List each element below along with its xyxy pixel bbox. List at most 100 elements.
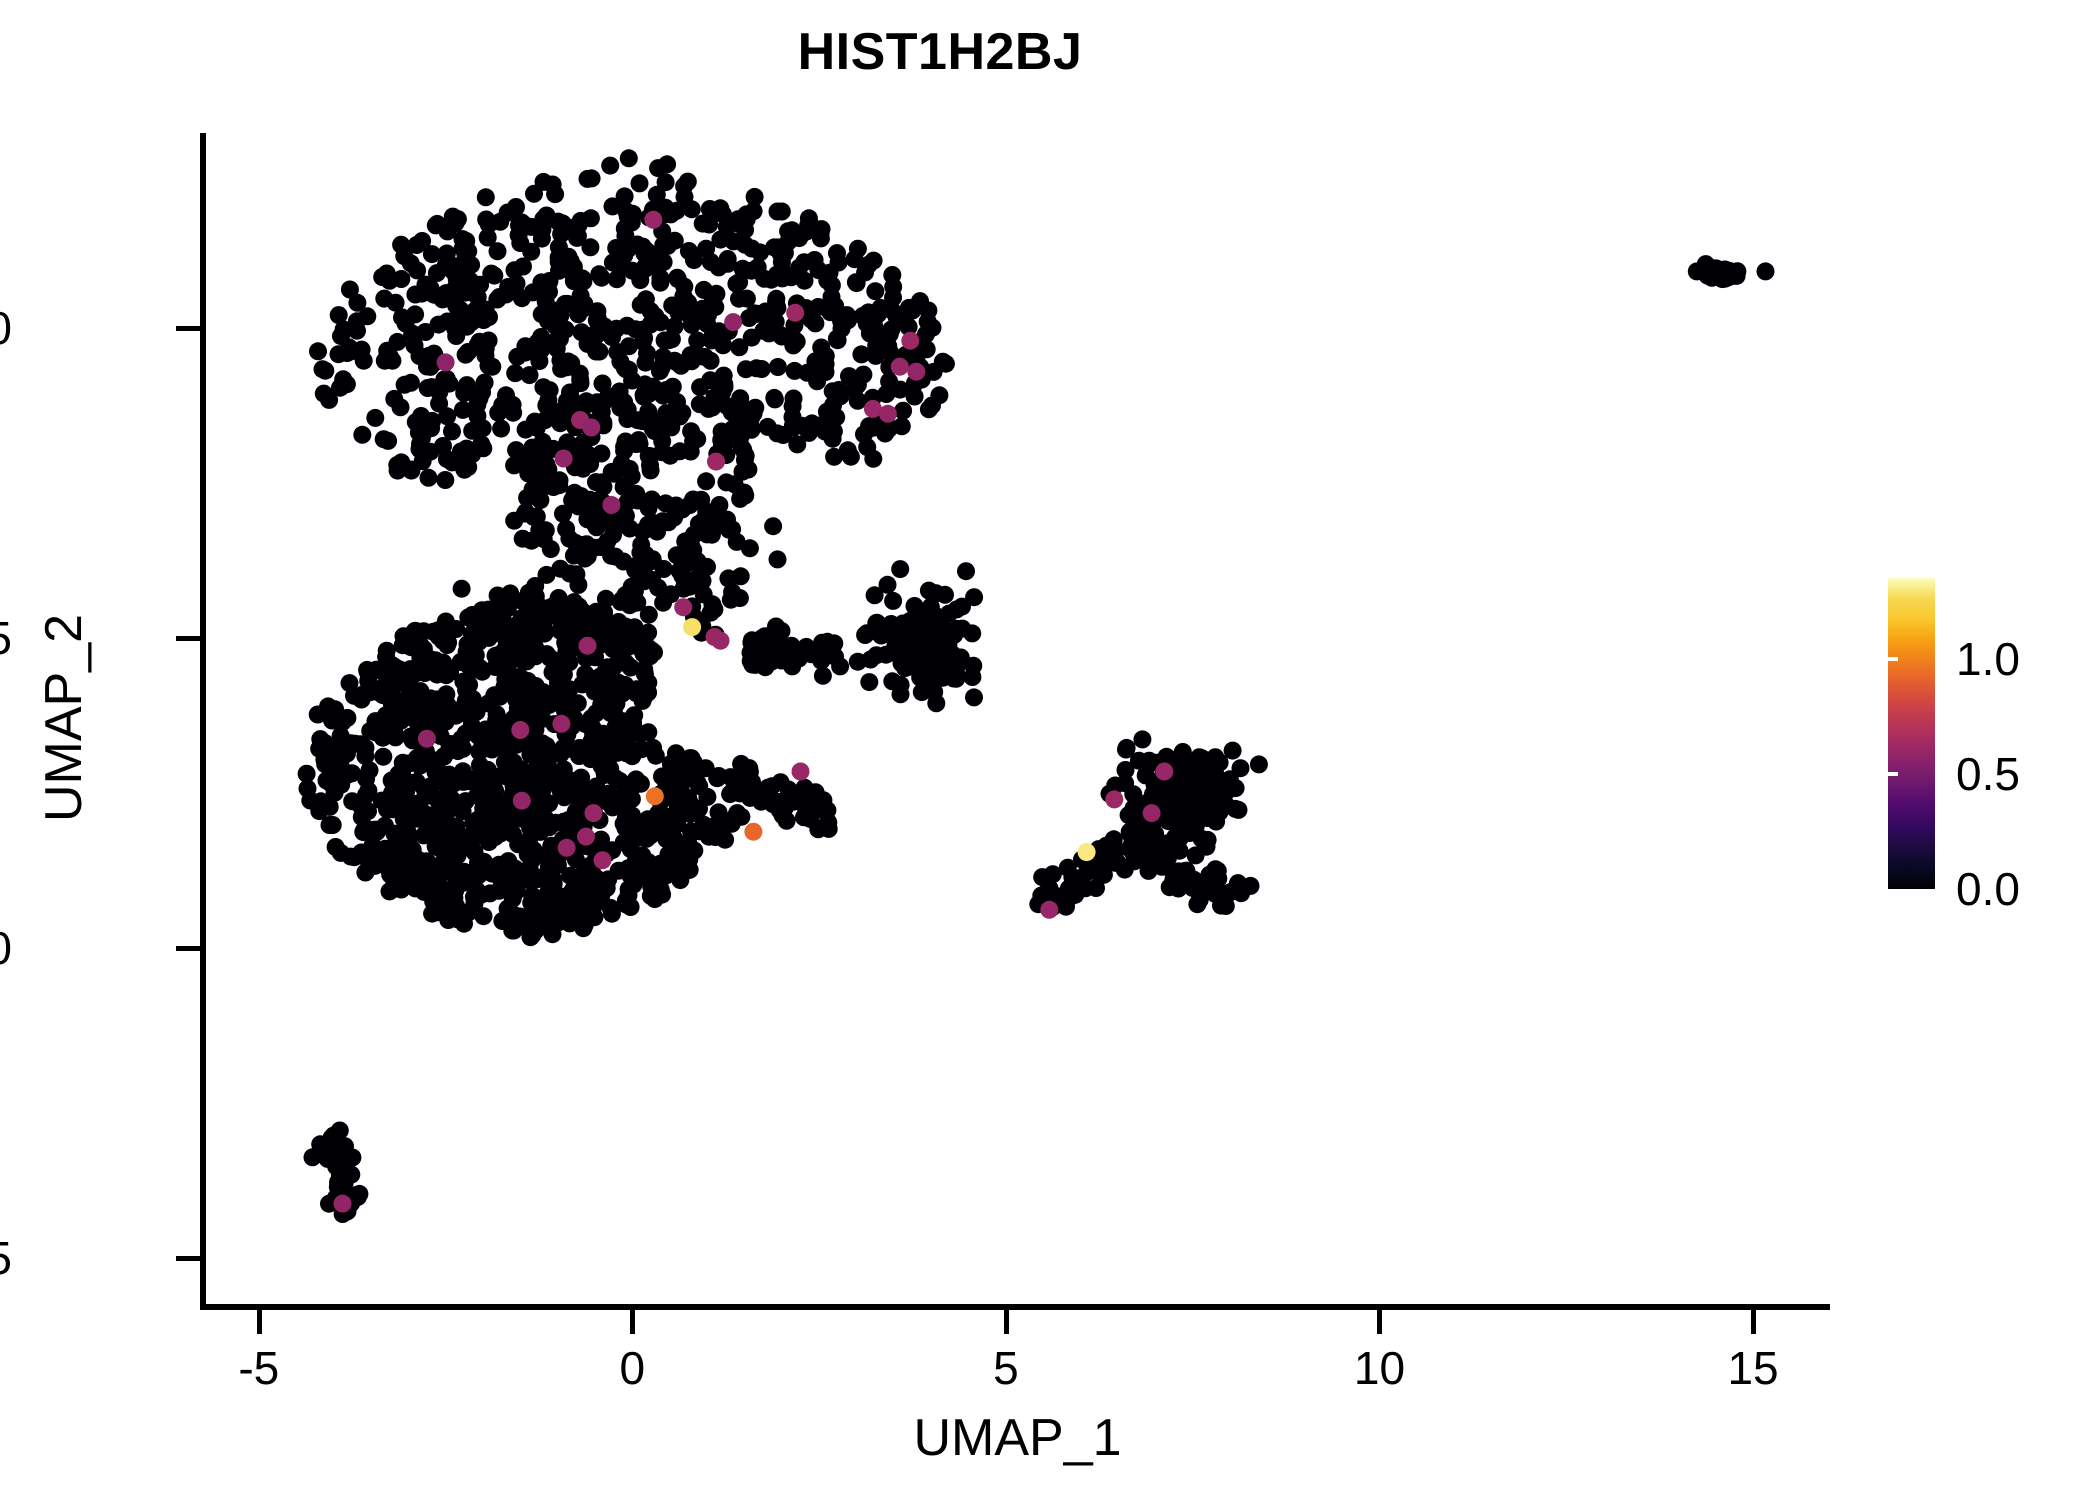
scatter-point <box>340 280 359 299</box>
scatter-point <box>639 623 658 642</box>
scatter-point <box>587 518 606 537</box>
scatter-point <box>575 549 594 568</box>
scatter-point <box>1756 262 1775 281</box>
scatter-point <box>891 685 910 704</box>
scatter-point <box>488 242 507 261</box>
scatter-point <box>701 371 720 390</box>
scatter-point <box>595 763 614 782</box>
scatter-point <box>608 343 627 361</box>
scatter-point <box>718 397 737 416</box>
scatter-point <box>656 494 675 513</box>
scatter-point <box>560 905 579 924</box>
scatter-point <box>453 762 472 781</box>
scatter-point <box>323 711 342 730</box>
scatter-point <box>309 342 327 361</box>
scatter-point <box>437 244 456 263</box>
scatter-point <box>401 660 420 679</box>
scatter-point <box>394 810 413 829</box>
scatter-point <box>594 614 613 633</box>
scatter-point <box>511 872 530 891</box>
x-tick-mark <box>256 1310 262 1334</box>
scatter-point <box>859 303 878 322</box>
scatter-point <box>552 714 571 733</box>
scatter-point <box>531 491 550 510</box>
x-tick-label: -5 <box>238 1342 280 1394</box>
scatter-point <box>832 312 851 331</box>
scatter-point <box>724 313 743 332</box>
scatter-point <box>1155 762 1174 781</box>
scatter-point <box>623 261 642 280</box>
scatter-point <box>649 804 668 823</box>
scatter-point <box>617 516 636 535</box>
scatter-point <box>745 187 764 206</box>
scatter-point <box>581 209 600 228</box>
scatter-point <box>356 863 375 882</box>
scatter-point <box>465 892 484 910</box>
scatter-point <box>507 198 525 216</box>
scatter-point <box>507 616 525 635</box>
scatter-point <box>593 851 612 870</box>
scatter-point <box>469 810 488 829</box>
scatter-point <box>1136 766 1155 785</box>
scatter-point <box>310 799 329 818</box>
scatter-point <box>838 441 857 460</box>
scatter-point <box>418 379 437 397</box>
scatter-point <box>564 638 583 657</box>
scatter-point <box>1125 852 1144 871</box>
scatter-point <box>736 486 755 505</box>
scatter-point <box>823 382 842 401</box>
scatter-point <box>730 289 748 308</box>
scatter-point <box>619 149 638 168</box>
page-title: HIST1H2BJ <box>797 23 1083 81</box>
scatter-point <box>436 612 455 631</box>
scatter-point <box>534 210 553 229</box>
scatter-point <box>1249 755 1268 774</box>
scatter-point <box>507 735 526 754</box>
scatter-point <box>392 235 411 254</box>
scatter-point <box>459 706 478 725</box>
scatter-point <box>480 308 498 326</box>
scatter-point <box>376 723 395 742</box>
scatter-point <box>421 279 440 298</box>
scatter-point <box>857 624 876 643</box>
scatter-point <box>818 816 837 835</box>
scatter-point <box>338 708 357 727</box>
scatter-point <box>779 232 798 251</box>
y-tick-mark <box>176 1256 200 1262</box>
scatter-point <box>657 412 676 431</box>
x-tick-mark <box>1751 1310 1757 1334</box>
scatter-point <box>343 1148 362 1167</box>
scatter-point <box>721 590 740 609</box>
scatter-point <box>951 648 970 667</box>
scatter-point <box>385 389 404 408</box>
scatter-point <box>436 471 455 489</box>
scatter-point <box>727 274 746 293</box>
scatter-point <box>588 309 607 328</box>
scatter-point <box>607 319 626 338</box>
scatter-point <box>510 762 529 781</box>
scatter-point <box>316 361 335 380</box>
scatter-point <box>562 354 581 373</box>
scatter-point <box>359 802 377 821</box>
scatter-point <box>440 374 459 393</box>
scatter-point <box>561 388 580 407</box>
scatter-point <box>512 289 531 308</box>
scatter-point <box>421 442 440 461</box>
scatter-point <box>679 293 698 312</box>
scatter-point <box>893 614 912 633</box>
scatter-point <box>736 220 755 239</box>
scatter-point <box>323 816 342 834</box>
scatter-point <box>669 782 688 801</box>
scatter-point <box>683 618 702 637</box>
scatter-point <box>448 312 467 331</box>
scatter-point <box>602 904 621 923</box>
scatter-point <box>618 207 637 226</box>
scatter-point <box>651 313 670 332</box>
scatter-point <box>472 435 491 454</box>
scatter-point <box>758 788 777 807</box>
scatter-point <box>459 343 478 361</box>
scatter-point <box>768 358 787 376</box>
scatter-point <box>614 652 633 671</box>
scatter-point <box>825 447 844 466</box>
